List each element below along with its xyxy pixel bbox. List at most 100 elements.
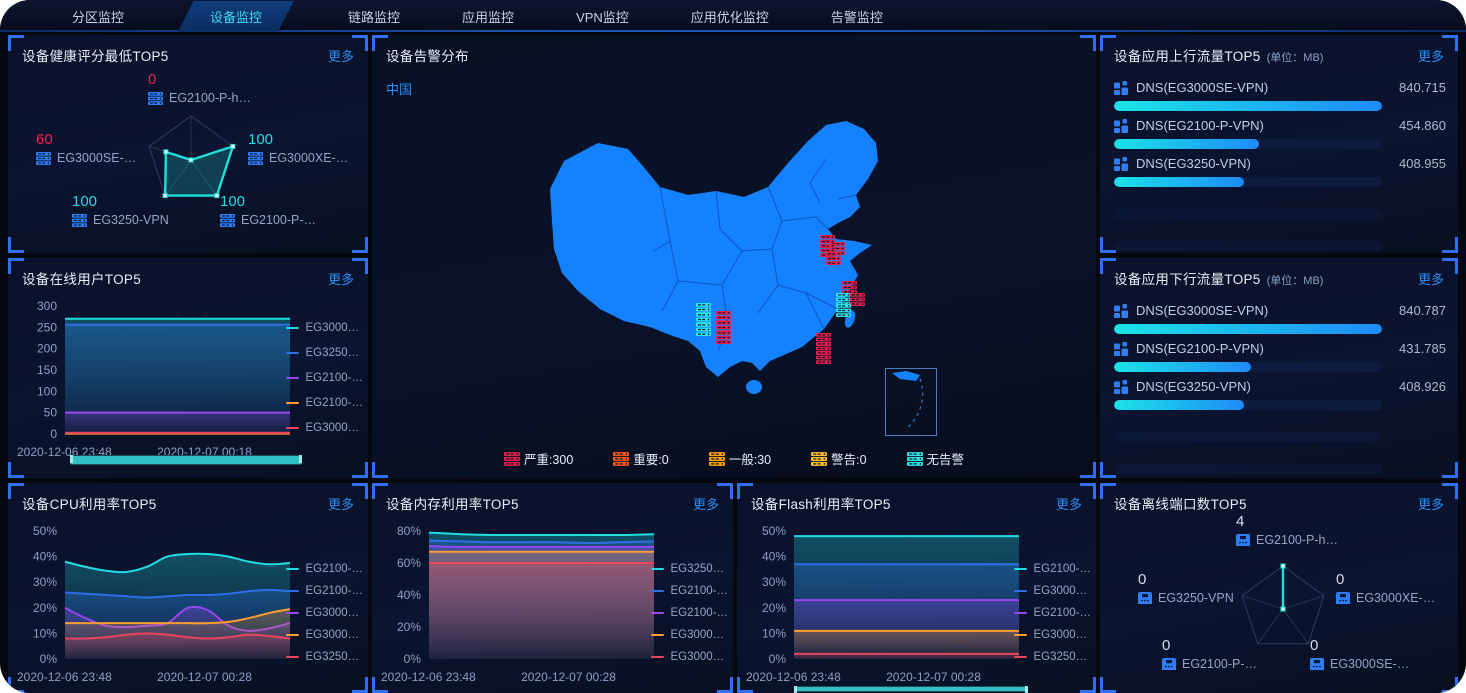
- legend-item[interactable]: EG2100-…: [651, 585, 728, 597]
- legend-item[interactable]: EG2100-…: [286, 397, 363, 409]
- legend-item[interactable]: EG3000…: [286, 422, 363, 434]
- legend-label: EG2100-…: [670, 585, 728, 597]
- alarm-marker-critical[interactable]: [716, 331, 731, 344]
- map-legend-label: 警告:0: [831, 453, 867, 467]
- svg-text:30%: 30%: [33, 575, 57, 589]
- legend-label: EG3000…: [1033, 629, 1088, 641]
- legend-item[interactable]: EG3000…: [651, 651, 728, 663]
- nine-dash-line: [905, 378, 924, 430]
- alarm-marker-critical[interactable]: [826, 252, 841, 265]
- svg-text:50%: 50%: [33, 524, 57, 538]
- legend-swatch: [286, 612, 300, 614]
- traffic-value: 431.785: [1399, 341, 1446, 356]
- more-link[interactable]: 更多: [1417, 49, 1444, 64]
- map-legend-item[interactable]: 一般:30: [708, 449, 771, 468]
- inset-coast: [892, 371, 920, 381]
- more-link[interactable]: 更多: [327, 49, 354, 64]
- chart-legend: EG3250… EG2100-… EG2100-… EG3000… EG3000…: [651, 563, 728, 663]
- cpu-usage-chart[interactable]: 0% 10% 20% 30% 40% 50% 2020-12-06 23:48 2020-12…: [10, 517, 302, 693]
- server-icon: [220, 213, 235, 227]
- legend-item[interactable]: EG2100-…: [1014, 563, 1091, 575]
- app-name: DNS(EG3250-VPN): [1136, 379, 1251, 394]
- bar-track: [1114, 400, 1382, 410]
- svg-text:150: 150: [37, 363, 57, 377]
- app-grid-icon: [1114, 156, 1128, 171]
- legend-item[interactable]: EG3000…: [1014, 585, 1091, 597]
- legend-item[interactable]: EG3000…: [286, 629, 363, 641]
- alarm-marker-critical[interactable]: [850, 293, 865, 306]
- traffic-row[interactable]: DNS(EG3000SE-VPN) 840.787: [1114, 302, 1446, 334]
- more-link[interactable]: 更多: [1417, 497, 1444, 512]
- legend-item[interactable]: EG3250…: [286, 651, 363, 663]
- traffic-row[interactable]: DNS(EG2100-P-VPN) 431.785: [1114, 340, 1446, 372]
- corner-decoration: [1442, 35, 1458, 51]
- corner-decoration: [1100, 35, 1116, 51]
- legend-item[interactable]: EG3000…: [286, 607, 363, 619]
- radar-chart[interactable]: [8, 35, 368, 253]
- traffic-row-empty: [1114, 241, 1382, 251]
- corner-decoration: [1442, 677, 1458, 693]
- legend-item[interactable]: EG3250…: [286, 347, 363, 359]
- radar-chart[interactable]: [1100, 483, 1458, 693]
- legend-swatch: [651, 590, 665, 592]
- traffic-row[interactable]: DNS(EG3000SE-VPN) 840.715: [1114, 79, 1446, 111]
- corner-decoration: [1080, 35, 1096, 51]
- indicator-value: 100: [220, 193, 246, 210]
- nav-tab-5[interactable]: 应用优化监控: [690, 9, 769, 25]
- legend-item[interactable]: EG3250…: [651, 563, 728, 575]
- alarm-marker-critical[interactable]: [816, 351, 831, 364]
- app-grid-icon: [1114, 80, 1128, 95]
- online-users-chart[interactable]: 0 50 100 150 200 250 300 2020-12-06 23:48 2020-1…: [10, 292, 302, 469]
- radar-indicator: 0 EG3250-VPN: [1138, 571, 1234, 605]
- more-link[interactable]: 更多: [1417, 272, 1444, 287]
- more-link[interactable]: 更多: [327, 497, 354, 512]
- corner-decoration: [8, 483, 24, 499]
- legend-item[interactable]: EG3000…: [651, 629, 728, 641]
- legend-item[interactable]: EG2100-…: [286, 585, 363, 597]
- datazoom-slider[interactable]: [70, 455, 302, 465]
- nav-tab-6[interactable]: 告警监控: [830, 9, 883, 25]
- panel-title: 设备应用上行流量TOP5: [1114, 49, 1261, 64]
- alarm-marker-ok[interactable]: [836, 304, 851, 317]
- top-nav: 分区监控 设备监控 链路监控 应用监控 VPN监控 应用优化监控 告警监控: [0, 0, 1466, 32]
- map-legend-item[interactable]: 重要:0: [613, 449, 669, 468]
- more-link[interactable]: 更多: [692, 497, 719, 512]
- map-breadcrumb-china[interactable]: 中国: [386, 82, 413, 97]
- nav-tab-2[interactable]: 链路监控: [348, 9, 401, 25]
- more-link[interactable]: 更多: [327, 272, 354, 287]
- legend-item[interactable]: EG2100-…: [286, 372, 363, 384]
- legend-item[interactable]: EG2100-…: [286, 563, 363, 575]
- map-legend-item[interactable]: 无告警: [906, 449, 965, 468]
- nav-tab-4[interactable]: VPN监控: [576, 9, 629, 25]
- map-legend-item[interactable]: 严重:300: [503, 449, 573, 468]
- legend-item[interactable]: EG2100-…: [1014, 607, 1091, 619]
- legend-item[interactable]: EG3000…: [1014, 629, 1091, 641]
- nav-tab-3[interactable]: 应用监控: [462, 9, 515, 25]
- svg-text:0%: 0%: [769, 652, 787, 666]
- panel-title: 设备内存利用率TOP5: [386, 497, 519, 512]
- alarm-marker-ok[interactable]: [696, 323, 711, 336]
- legend-item[interactable]: EG2100-…: [651, 607, 728, 619]
- indicator-name: EG3000SE-…: [36, 151, 136, 165]
- nav-tab-0[interactable]: 分区监控: [72, 9, 125, 25]
- map-legend-label: 无告警: [926, 453, 965, 467]
- nav-tab-1[interactable]: 设备监控: [178, 1, 294, 32]
- corner-decoration: [8, 677, 24, 693]
- memory-usage-chart[interactable]: 0% 20% 40% 60% 80% 2020-12-06 23:48 2020-12-07…: [374, 517, 666, 693]
- traffic-row[interactable]: DNS(EG3250-VPN) 408.926: [1114, 378, 1446, 410]
- legend-item[interactable]: EG3000…: [286, 322, 363, 334]
- corner-decoration: [352, 258, 368, 274]
- datazoom-slider[interactable]: [794, 686, 1028, 693]
- more-link[interactable]: 更多: [1055, 497, 1082, 512]
- corner-decoration: [1100, 462, 1116, 478]
- indicator-name: EG3250-VPN: [1138, 591, 1234, 605]
- server-icon: [836, 304, 851, 317]
- legend-swatch: [286, 352, 300, 354]
- legend-item[interactable]: EG3250…: [1014, 651, 1091, 663]
- traffic-row[interactable]: DNS(EG3250-VPN) 408.955: [1114, 155, 1446, 187]
- corner-decoration: [372, 35, 388, 51]
- flash-usage-chart[interactable]: 0% 10% 20% 30% 40% 50% 2020-12-06 23:48 2020-12…: [739, 517, 1031, 693]
- traffic-row[interactable]: DNS(EG2100-P-VPN) 454.860: [1114, 117, 1446, 149]
- map-legend-item[interactable]: 警告:0: [811, 449, 867, 468]
- bar-fill: [1114, 400, 1245, 410]
